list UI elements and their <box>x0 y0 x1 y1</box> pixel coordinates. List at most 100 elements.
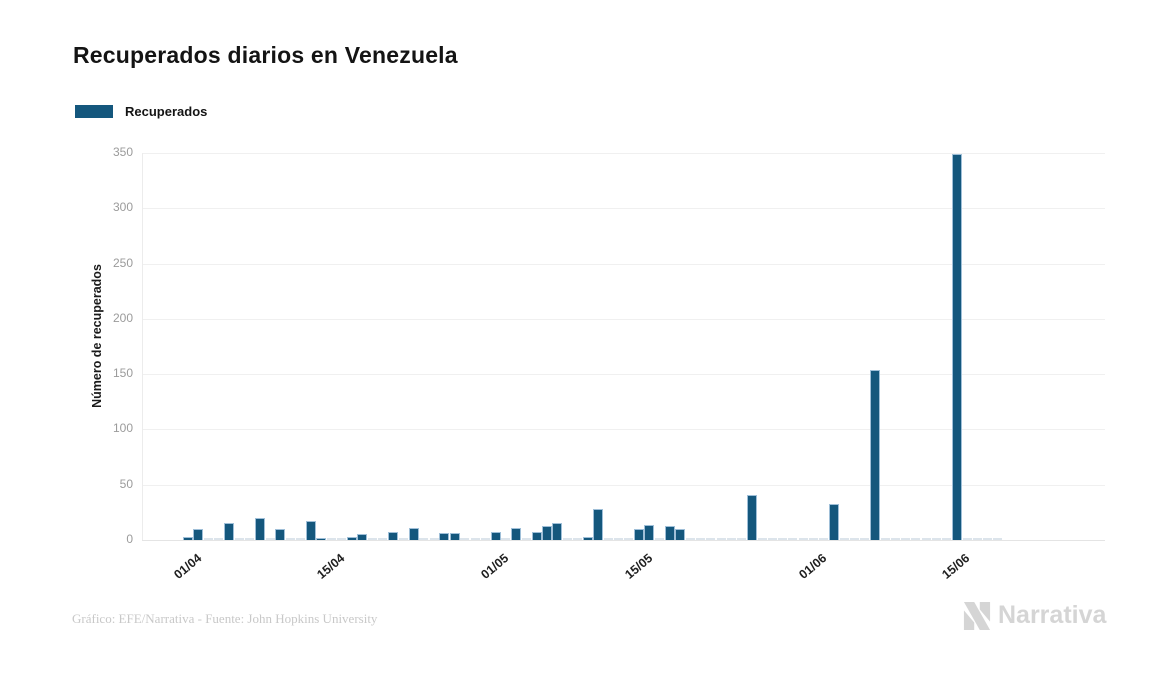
y-tick-label: 100 <box>112 421 133 436</box>
zero-bar <box>942 538 951 540</box>
bar <box>664 525 675 540</box>
zero-bar <box>890 538 900 540</box>
bar <box>675 528 685 540</box>
bar <box>275 528 286 540</box>
bar <box>490 532 501 540</box>
zero-bar <box>685 538 695 540</box>
zero-bar <box>327 538 336 540</box>
bar <box>357 534 368 540</box>
grid-line <box>142 318 1105 320</box>
bar <box>746 494 757 540</box>
zero-bar <box>849 538 859 540</box>
bar <box>593 509 603 540</box>
y-tick-label: 150 <box>112 366 133 381</box>
zero-bar <box>901 538 910 540</box>
zero-bar <box>296 538 306 540</box>
x-tick-label: 01/06 <box>796 551 830 582</box>
y-tick-label: 350 <box>112 145 133 159</box>
zero-bar <box>429 538 439 540</box>
source-credit: Gráfico: EFE/Narrativa - Fuente: John Ho… <box>72 611 378 626</box>
chart-title: Recuperados diarios en Venezuela <box>73 42 458 68</box>
bar <box>582 536 593 540</box>
grid-line <box>142 263 1105 265</box>
grid-line <box>142 429 1105 431</box>
zero-bar <box>757 538 767 540</box>
narrativa-logo-icon <box>963 601 991 630</box>
x-tick-label: 01/04 <box>171 551 204 582</box>
zero-bar <box>993 538 1003 540</box>
y-tick-label: 50 <box>119 476 133 491</box>
bar <box>449 533 460 540</box>
zero-bar <box>880 538 890 540</box>
bar <box>439 533 450 540</box>
zero-bar <box>839 538 849 540</box>
bar <box>408 527 419 540</box>
zero-bar <box>737 538 746 540</box>
bar <box>951 154 962 540</box>
zero-bar <box>562 538 572 540</box>
grid-line <box>142 153 1105 154</box>
zero-bar <box>470 538 480 540</box>
legend-swatch <box>75 105 113 118</box>
zero-bar <box>419 538 429 540</box>
zero-bar <box>204 538 213 540</box>
grid-line <box>142 208 1105 210</box>
zero-bar <box>245 538 254 540</box>
zero-bar <box>808 538 818 540</box>
grid-line <box>142 484 1105 486</box>
zero-bar <box>696 538 705 540</box>
x-axis-line <box>142 540 1105 541</box>
grid-line <box>142 374 1105 376</box>
bar <box>869 369 880 540</box>
y-tick-label: 200 <box>112 310 133 325</box>
zero-bar <box>983 538 992 540</box>
zero-bar <box>624 538 634 540</box>
y-axis-line <box>142 153 143 540</box>
x-tick-label: 15/05 <box>622 551 655 582</box>
zero-bar <box>398 538 408 540</box>
zero-bar <box>972 538 982 540</box>
x-tick-label: 01/05 <box>478 551 512 582</box>
zero-bar <box>378 538 388 540</box>
zero-bar <box>788 538 798 540</box>
bar <box>193 528 204 540</box>
narrativa-logo: Narrativa <box>962 601 1106 630</box>
zero-bar <box>234 538 244 540</box>
zero-bar <box>716 538 726 540</box>
legend: Recuperados <box>75 104 207 119</box>
zero-bar <box>778 538 787 540</box>
x-tick-label: 15/06 <box>939 551 973 582</box>
bar <box>552 523 562 540</box>
zero-bar <box>501 538 511 540</box>
bar <box>224 523 234 540</box>
bar <box>347 536 357 540</box>
zero-bar <box>819 538 828 540</box>
zero-bar <box>655 538 664 540</box>
zero-bar <box>214 538 224 540</box>
y-tick-label: 0 <box>126 532 133 546</box>
zero-bar <box>603 538 613 540</box>
zero-bar <box>962 538 972 540</box>
zero-bar <box>911 538 921 540</box>
zero-bar <box>706 538 716 540</box>
bar <box>388 532 398 540</box>
bar <box>306 521 316 540</box>
bar <box>316 537 327 540</box>
zero-bar <box>265 538 275 540</box>
zero-bar <box>460 538 470 540</box>
zero-bar <box>286 538 295 540</box>
x-tick-label: 15/04 <box>314 551 348 582</box>
bar <box>828 503 839 540</box>
zero-bar <box>860 538 869 540</box>
legend-label: Recuperados <box>125 104 208 119</box>
zero-bar <box>573 538 582 540</box>
bar <box>511 527 521 540</box>
y-tick-label: 250 <box>112 255 133 270</box>
zero-bar <box>368 538 377 540</box>
zero-bar <box>614 538 623 540</box>
zero-bar <box>337 538 347 540</box>
bar <box>634 528 644 540</box>
y-tick-label: 300 <box>112 200 133 215</box>
